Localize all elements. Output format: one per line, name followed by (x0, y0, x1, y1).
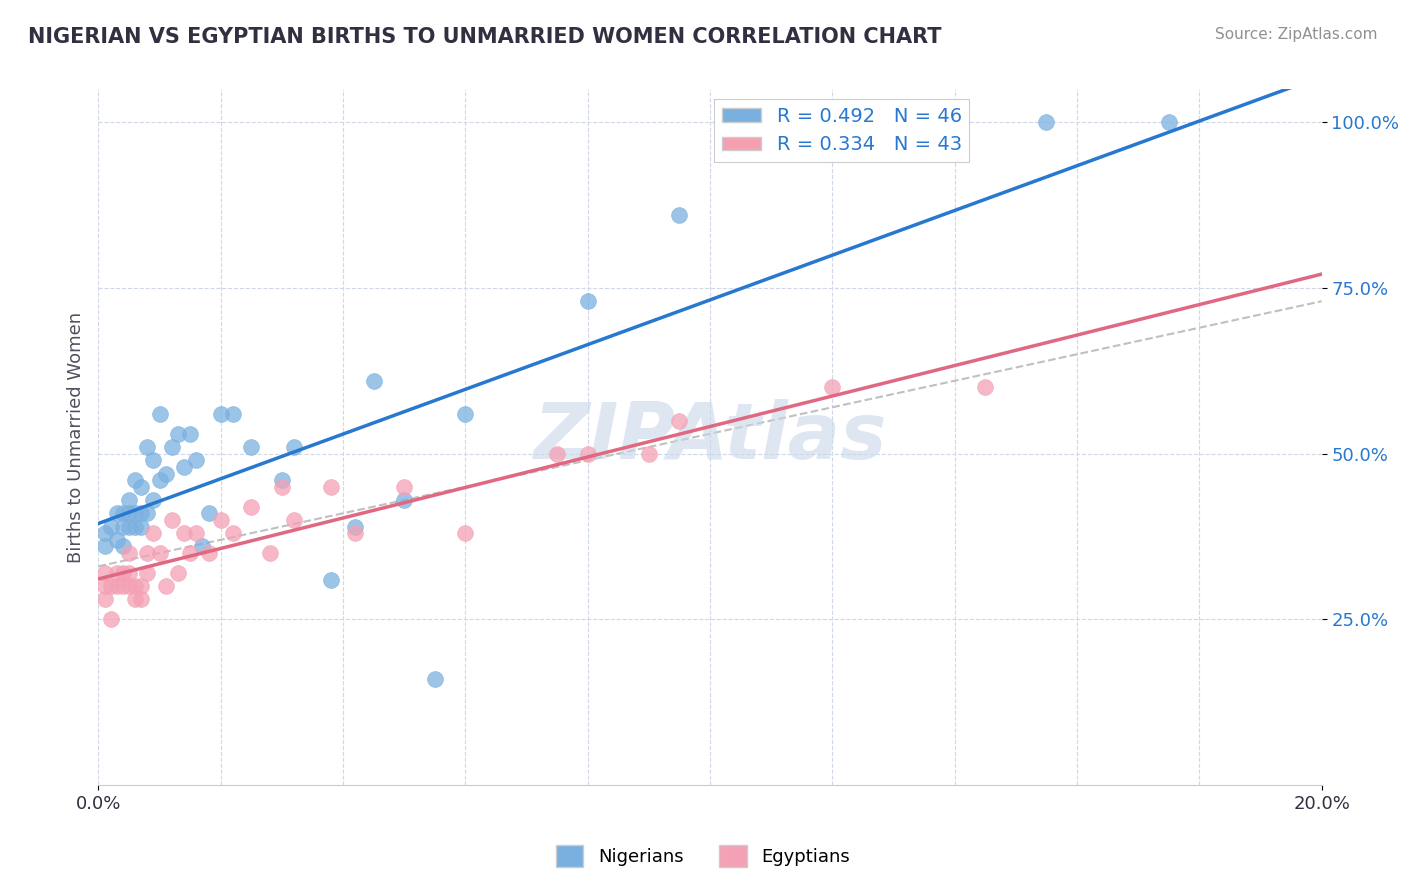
Point (392, 493, 416, 508)
Point (124, 473, 146, 487)
Point (173, 526, 195, 541)
Point (93, 592, 115, 607)
Point (167, 426, 190, 441)
Point (270, 473, 292, 487)
Point (454, 407, 477, 421)
Point (129, 506, 152, 520)
Point (240, 500, 263, 514)
Point (576, 294, 599, 309)
Point (319, 573, 342, 587)
Point (93, 566, 115, 580)
Point (222, 407, 245, 421)
Point (259, 546, 281, 560)
Point (344, 526, 367, 541)
Point (111, 579, 134, 593)
Point (105, 506, 128, 520)
Legend: R = 0.492   N = 46, R = 0.334   N = 43: R = 0.492 N = 46, R = 0.334 N = 43 (714, 99, 969, 162)
Point (209, 513, 232, 527)
Y-axis label: Births to Unmarried Women: Births to Unmarried Women (66, 311, 84, 563)
Point (1035, 115, 1057, 129)
Point (118, 566, 141, 580)
Text: Source: ZipAtlas.com: Source: ZipAtlas.com (1215, 27, 1378, 42)
Point (319, 480, 342, 494)
Point (149, 473, 172, 487)
Point (142, 453, 165, 467)
Point (363, 374, 385, 388)
Point (283, 440, 305, 454)
Point (111, 519, 134, 533)
Point (155, 467, 177, 481)
Point (209, 407, 232, 421)
Point (186, 453, 208, 467)
Point (118, 506, 141, 520)
Point (111, 540, 134, 554)
Point (118, 579, 141, 593)
Point (821, 380, 844, 394)
Point (93, 526, 115, 541)
Point (93, 540, 115, 554)
Point (186, 526, 208, 541)
Point (423, 672, 446, 686)
Point (270, 480, 292, 494)
Point (124, 519, 146, 533)
Point (344, 519, 367, 533)
Point (111, 566, 134, 580)
Point (668, 208, 690, 222)
Point (240, 440, 263, 454)
Legend: Nigerians, Egyptians: Nigerians, Egyptians (548, 838, 858, 874)
Point (142, 493, 165, 508)
Point (118, 519, 141, 533)
Point (124, 506, 146, 520)
Point (149, 546, 172, 560)
Point (454, 526, 477, 541)
Point (118, 546, 141, 560)
Point (136, 566, 159, 580)
Point (105, 533, 128, 547)
Point (392, 480, 416, 494)
Point (974, 380, 997, 394)
Point (93, 579, 115, 593)
Point (637, 447, 661, 461)
Point (142, 526, 165, 541)
Point (668, 413, 690, 427)
Point (136, 506, 159, 520)
Text: NIGERIAN VS EGYPTIAN BIRTHS TO UNMARRIED WOMEN CORRELATION CHART: NIGERIAN VS EGYPTIAN BIRTHS TO UNMARRIED… (28, 27, 942, 46)
Point (100, 612, 122, 626)
Point (129, 592, 152, 607)
Point (160, 513, 183, 527)
Point (191, 540, 214, 554)
Point (546, 447, 568, 461)
Point (105, 579, 128, 593)
Point (118, 493, 141, 508)
Point (283, 513, 305, 527)
Point (100, 579, 122, 593)
Point (576, 447, 599, 461)
Point (160, 440, 183, 454)
Point (124, 579, 146, 593)
Point (155, 579, 177, 593)
Point (179, 546, 201, 560)
Point (173, 459, 195, 474)
Point (167, 566, 190, 580)
Text: ZIPAtlas: ZIPAtlas (533, 399, 887, 475)
Point (1157, 115, 1180, 129)
Point (129, 579, 152, 593)
Point (179, 426, 201, 441)
Point (149, 407, 172, 421)
Point (124, 592, 146, 607)
Point (111, 506, 134, 520)
Point (129, 519, 152, 533)
Point (136, 546, 159, 560)
Point (136, 440, 159, 454)
Point (222, 526, 245, 541)
Point (197, 506, 219, 520)
Point (100, 519, 122, 533)
Point (197, 546, 219, 560)
Point (129, 480, 152, 494)
Point (105, 566, 128, 580)
